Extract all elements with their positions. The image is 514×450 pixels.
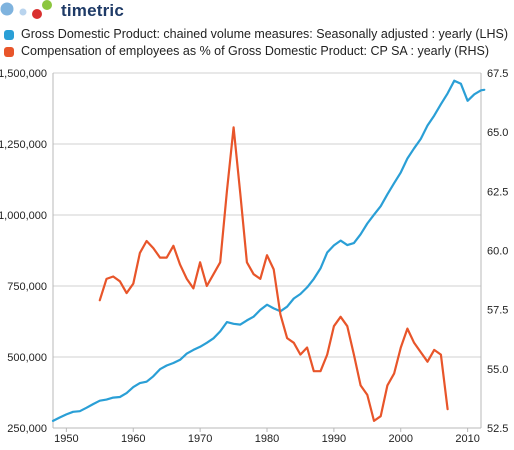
legend-label-gdp: Gross Domestic Product: chained volume m… <box>21 27 509 41</box>
y-right-tick-label: 52.5 <box>487 423 508 435</box>
x-tick-label: 1980 <box>255 433 279 445</box>
brand-name: timetric <box>61 1 125 20</box>
y-left-tick-label: 500,000 <box>7 352 47 364</box>
logo-dots-icon <box>0 0 52 19</box>
y-right-tick-label: 62.5 <box>487 186 508 198</box>
legend-label-compensation: Compensation of employees as % of Gross … <box>21 44 490 58</box>
x-tick-label: 1970 <box>188 433 212 445</box>
x-tick-label: 1960 <box>121 433 145 445</box>
legend-swatch-compensation <box>4 47 14 57</box>
series-line-gdp <box>51 79 486 422</box>
y-right-tick-label: 57.5 <box>487 305 508 317</box>
x-tick-label: 1990 <box>322 433 346 445</box>
y-left-tick-label: 1,250,000 <box>0 139 47 151</box>
y-right-tick-label: 60.0 <box>487 246 508 258</box>
x-tick-label: 2000 <box>389 433 413 445</box>
y-left-tick-label: 250,000 <box>7 423 47 435</box>
y-right-tick-label: 67.5 <box>487 68 508 80</box>
y-left-tick-label: 1,500,000 <box>0 68 47 80</box>
y-left-tick-label: 1,000,000 <box>0 210 47 222</box>
x-tick-label: 1950 <box>54 433 78 445</box>
y-right-tick-label: 55.0 <box>487 364 508 376</box>
y-left-tick-label: 750,000 <box>7 281 47 293</box>
y-right-tick-label: 65.0 <box>487 127 508 139</box>
series-line-compensation <box>98 126 449 422</box>
legend-swatch-gdp <box>4 30 14 40</box>
x-tick-label: 2010 <box>455 433 479 445</box>
